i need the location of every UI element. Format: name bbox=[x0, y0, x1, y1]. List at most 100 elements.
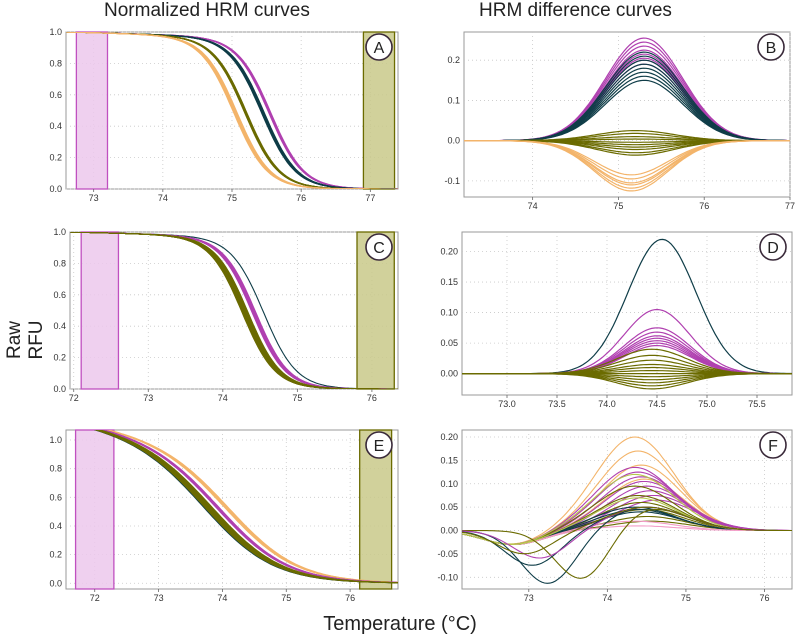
x-tick-label: 73.0 bbox=[498, 399, 516, 409]
x-tick-label: 74.0 bbox=[598, 399, 616, 409]
chart-panel-c: 72 73 74 75 76 0.0 0.2 0.4 0.6 0.8 1.0 C bbox=[53, 227, 399, 403]
chart-panel-f: 73 74 75 76 -0.10 -0.05 0.00 0.05 0.10 0.15 0.20 F bbox=[437, 429, 793, 603]
y-tick-label: 0.6 bbox=[53, 290, 66, 300]
x-tick-label: 73 bbox=[89, 193, 99, 203]
chart-panel-d: 73.0 73.5 74.0 74.5 75.0 75.5 0.00 0.05 0.10 0.15… bbox=[440, 231, 793, 409]
pre-melt-region-a bbox=[75, 31, 109, 190]
panel-badge-a bbox=[365, 33, 393, 61]
x-tick-label: 72 bbox=[69, 393, 79, 403]
x-tick-label: 72 bbox=[90, 593, 100, 603]
panel-letter-b: B bbox=[766, 40, 777, 57]
curves-b bbox=[464, 37, 790, 192]
panel-letter-f: F bbox=[768, 438, 778, 455]
curves-d bbox=[462, 238, 792, 390]
olive-melt-curve bbox=[98, 430, 398, 584]
panel-badge-c bbox=[365, 233, 393, 261]
orange-melt-curve bbox=[66, 32, 398, 189]
panel-letter-c: C bbox=[373, 240, 385, 257]
y-tick-label: -0.10 bbox=[437, 572, 458, 582]
plot-frame-d bbox=[461, 231, 793, 396]
orange-difference-curve bbox=[464, 140, 790, 192]
y-tick-label: 0.15 bbox=[440, 455, 458, 465]
plot-frame-b bbox=[463, 31, 791, 198]
y-tick-label: 1.0 bbox=[49, 435, 62, 445]
x-tick-label: 76 bbox=[759, 593, 769, 603]
y-tick-label: 0.2 bbox=[49, 153, 62, 163]
x-tick-label: 76 bbox=[699, 201, 709, 211]
left-column-title: Normalized HRM curves bbox=[104, 0, 310, 21]
y-tick-label: 1.0 bbox=[49, 27, 62, 37]
x-tick-label: 76 bbox=[296, 193, 306, 203]
x-tick-label: 77 bbox=[365, 193, 375, 203]
y-tick-label: 0.0 bbox=[53, 384, 66, 394]
y-tick-label: 0.2 bbox=[49, 550, 62, 560]
panel-badge-f bbox=[759, 431, 787, 459]
y-tick-label: 0.6 bbox=[49, 492, 62, 502]
chart-panel-b: 74 75 76 77 -0.1 0.0 0.1 0.2 B bbox=[444, 31, 795, 211]
pre-melt-region-e bbox=[74, 429, 115, 590]
y-tick-label: 0.00 bbox=[440, 369, 458, 379]
x-tick-label: 74 bbox=[528, 201, 538, 211]
x-tick-label: 74.5 bbox=[648, 399, 666, 409]
y-tick-label: 0.2 bbox=[447, 55, 460, 65]
y-tick-label: 0.4 bbox=[49, 521, 62, 531]
y-tick-label: 0.10 bbox=[440, 308, 458, 318]
purple-melt-curve bbox=[102, 430, 398, 584]
y-tick-label: 1.0 bbox=[53, 227, 66, 237]
y-tick-label: 0.0 bbox=[49, 184, 62, 194]
panel-badge-b bbox=[757, 33, 785, 61]
chart-panel-e: 72 73 74 75 76 0.0 0.2 0.4 0.6 0.8 1.0 E bbox=[49, 429, 399, 603]
y-tick-label: 0.20 bbox=[440, 247, 458, 257]
x-tick-label: 75 bbox=[613, 201, 623, 211]
x-tick-label: 73 bbox=[524, 593, 534, 603]
right-column-title: HRM difference curves bbox=[479, 0, 672, 21]
chart-panel-a: 73 74 75 76 77 0.0 0.2 0.4 0.6 0.8 1.0 A bbox=[49, 27, 399, 203]
y-tick-label: 0.4 bbox=[49, 121, 62, 131]
x-tick-label: 77 bbox=[785, 201, 795, 211]
x-tick-label: 75.0 bbox=[698, 399, 716, 409]
x-tick-label: 76 bbox=[345, 593, 355, 603]
x-axis-label: Temperature (°C) bbox=[323, 613, 477, 635]
x-tick-label: 74 bbox=[602, 593, 612, 603]
x-tick-label: 75 bbox=[281, 593, 291, 603]
curves-c bbox=[70, 232, 398, 389]
plot-frame-e bbox=[65, 429, 399, 590]
x-tick-label: 73 bbox=[143, 393, 153, 403]
post-melt-region-a bbox=[362, 31, 396, 190]
y-tick-label: 0.05 bbox=[440, 502, 458, 512]
y-tick-label: 0.15 bbox=[440, 277, 458, 287]
panel-letter-a: A bbox=[374, 40, 385, 57]
y-tick-label: 0.1 bbox=[447, 95, 460, 105]
y-tick-label: 0.00 bbox=[440, 526, 458, 536]
orange-melt-curve bbox=[106, 430, 398, 583]
x-tick-label: 74 bbox=[158, 193, 168, 203]
y-tick-label: 0.6 bbox=[49, 90, 62, 100]
pre-melt-region-c bbox=[80, 231, 120, 390]
curves-e bbox=[93, 430, 398, 584]
y-axis-label: Raw RFU bbox=[4, 320, 47, 360]
y-tick-label: 0.8 bbox=[53, 258, 66, 268]
x-tick-label: 74 bbox=[217, 593, 227, 603]
panel-letter-e: E bbox=[374, 438, 385, 455]
y-tick-label: 0.2 bbox=[53, 353, 66, 363]
y-tick-label: 0.4 bbox=[53, 321, 66, 331]
olive-melt-curve bbox=[70, 232, 398, 389]
y-tick-label: 0.10 bbox=[440, 479, 458, 489]
y-tick-label: 0.05 bbox=[440, 338, 458, 348]
x-tick-label: 75 bbox=[292, 393, 302, 403]
y-tick-label: 0.20 bbox=[440, 432, 458, 442]
x-tick-label: 75.5 bbox=[748, 399, 766, 409]
x-tick-label: 73 bbox=[154, 593, 164, 603]
panel-letter-d: D bbox=[767, 240, 779, 257]
panel-badge-e bbox=[365, 431, 393, 459]
plot-frame-c bbox=[69, 231, 399, 390]
curves-f bbox=[462, 436, 792, 584]
y-tick-label: -0.05 bbox=[437, 549, 458, 559]
olive-dip-curve bbox=[462, 506, 792, 555]
x-tick-label: 76 bbox=[367, 393, 377, 403]
x-tick-label: 75 bbox=[227, 193, 237, 203]
x-tick-label: 73.5 bbox=[548, 399, 566, 409]
y-tick-label: -0.1 bbox=[444, 176, 460, 186]
y-tick-label: 0.0 bbox=[447, 136, 460, 146]
y-tick-label: 0.8 bbox=[49, 464, 62, 474]
